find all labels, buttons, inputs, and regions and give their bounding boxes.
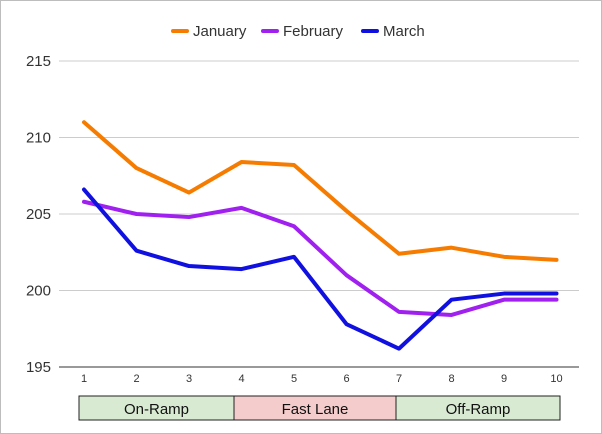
phase-label: Off-Ramp [446,401,511,418]
series-line-january [82,120,559,262]
legend-label-february: February [283,23,344,40]
phase-label: Fast Lane [282,401,349,418]
x-tick-label: 3 [186,373,192,385]
series-lines [82,120,559,351]
x-tick-label: 5 [291,373,297,385]
x-tick-label: 2 [133,373,139,385]
y-tick-label: 215 [26,53,51,70]
x-tick-label: 6 [343,373,349,385]
legend-label-january: January [193,23,247,40]
y-tick-label: 200 [26,283,51,300]
y-tick-label: 195 [26,359,51,376]
phase-label: On-Ramp [124,401,189,418]
legend-label-march: March [383,23,425,40]
x-tick-label: 1 [81,373,87,385]
y-tick-label: 210 [26,130,51,147]
x-tick-label: 10 [550,373,562,385]
x-tick-label: 7 [396,373,402,385]
x-tick-label: 4 [238,373,244,385]
series-line-february [82,199,559,317]
x-tick-label: 9 [501,373,507,385]
phase-band-fast-lane [233,395,397,421]
legend: January February March [171,23,425,40]
series-line-march [82,187,559,351]
y-axis-ticks: 195 200 205 210 215 [26,53,51,376]
y-tick-label: 205 [26,206,51,223]
x-axis-ticks: 1 2 3 4 5 6 7 8 9 10 [81,373,563,385]
phase-bands: On-Ramp Fast Lane Off-Ramp [78,395,561,421]
x-tick-label: 8 [448,373,454,385]
phase-band-off-ramp [395,395,561,421]
